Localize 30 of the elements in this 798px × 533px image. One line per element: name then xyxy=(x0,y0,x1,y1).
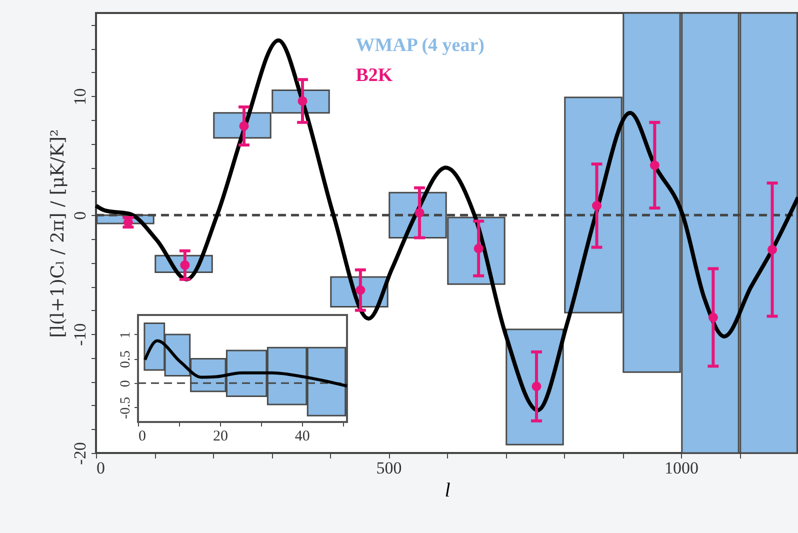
point xyxy=(239,121,249,131)
y-tick-label: 0.5 xyxy=(118,350,134,368)
y-tick-label: 0 xyxy=(70,211,90,220)
y-tick-label: -0.5 xyxy=(118,396,134,419)
point xyxy=(414,208,424,218)
x-tick-label: 1000 xyxy=(664,458,698,478)
y-axis-title: [l(l+1)Cₗ / 2π] / [μK/K]² xyxy=(48,129,68,338)
x-tick-label: 0 xyxy=(96,458,105,478)
text: WMAP (4 year) xyxy=(356,35,484,56)
y-tick-label: -10 xyxy=(70,323,90,346)
point xyxy=(708,312,718,322)
point xyxy=(592,200,602,210)
text: B2K xyxy=(356,65,393,86)
x-tick-label: 20 xyxy=(212,428,228,444)
point xyxy=(474,244,484,254)
point xyxy=(768,244,778,254)
y-tick-label: 10 xyxy=(70,88,90,106)
y-tick-label: -20 xyxy=(70,442,90,465)
y-tick-label: 0 xyxy=(118,380,134,388)
line-series xyxy=(143,339,348,388)
y-tick-label: 1 xyxy=(118,331,134,338)
x-tick-label: 500 xyxy=(376,458,402,478)
point xyxy=(298,96,308,106)
x-axis-title: l xyxy=(444,480,451,502)
point xyxy=(180,260,190,270)
x-tick-label: 40 xyxy=(294,428,310,444)
point xyxy=(532,382,542,392)
point xyxy=(650,160,660,170)
x-tick-label: 0 xyxy=(138,428,146,444)
point xyxy=(356,285,366,295)
